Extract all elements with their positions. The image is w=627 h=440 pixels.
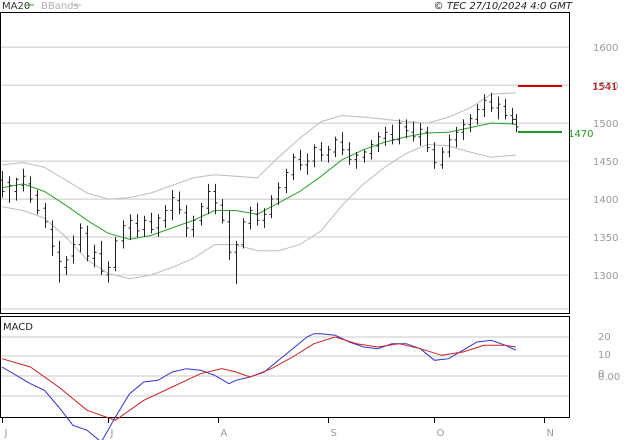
price-panel-frame: [0, 12, 570, 314]
ohlc-bars: [0, 92, 519, 285]
macd-tick-label: 0: [598, 369, 604, 380]
x-tick-label: S: [331, 428, 337, 439]
bband-upper: [1, 92, 517, 200]
macd-lines: [1, 333, 517, 440]
macd-grid: [1, 336, 569, 397]
support-level-label: 1470: [568, 129, 593, 140]
x-tick-label: J: [4, 428, 8, 439]
signal-line: [1, 336, 517, 421]
x-tick-label: J: [110, 428, 114, 439]
resistance-level-label: 1541: [592, 82, 617, 93]
macd-tick-label: 20: [598, 332, 611, 343]
price-tick-label: 1400: [593, 195, 618, 206]
x-tick-label: O: [437, 428, 445, 439]
price-tick-label: 1350: [593, 233, 618, 244]
macd-tick-label: 0.00: [598, 372, 620, 383]
price-grid: [1, 46, 569, 310]
macd-line: [1, 333, 517, 440]
bollinger-bands: [1, 92, 517, 280]
bband-lower: [1, 143, 517, 280]
price-tick-label: 1550: [593, 81, 618, 92]
legend-bbands-label: BBands: [41, 1, 79, 12]
price-axis: 1600 1550 1500 1450 1400 1350 1300: [593, 43, 618, 282]
x-tick-label: A: [221, 428, 228, 439]
price-tick-label: 1500: [593, 119, 618, 130]
macd-axis: 20 10 00.00: [598, 332, 620, 383]
price-tick-label: 1300: [593, 271, 618, 282]
ma20-line: [1, 122, 517, 240]
ma20-path: [1, 122, 517, 240]
copyright-text: © TEC 27/10/2024 4:0 GMT: [434, 1, 573, 12]
macd-panel-frame: [0, 316, 570, 418]
macd-panel-label: MACD: [3, 322, 33, 333]
legend-ma20-label: MA20: [2, 1, 30, 12]
price-tick-label: 1450: [593, 157, 618, 168]
macd-tick-label: 10: [598, 350, 611, 361]
x-tick-label: N: [547, 428, 554, 439]
legend: MA20 BBands: [2, 1, 81, 12]
price-tick-label: 1600: [593, 43, 618, 54]
